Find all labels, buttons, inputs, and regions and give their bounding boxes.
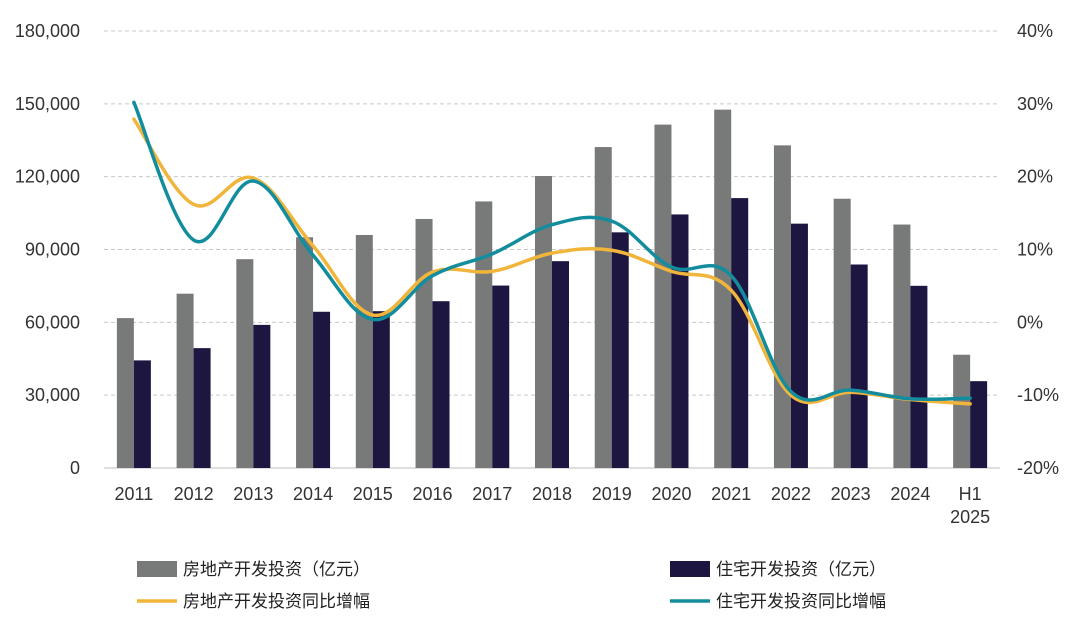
- bar-residential-investment: [253, 324, 271, 468]
- x-tick-label: 2019: [592, 484, 632, 504]
- bar-residential-investment: [970, 381, 988, 468]
- legend-label-real-estate-investment: 房地产开发投资（亿元）: [183, 560, 370, 580]
- bar-real-estate-investment: [176, 293, 194, 468]
- x-tick-label: 2014: [293, 484, 333, 504]
- bar-real-estate-investment: [116, 318, 134, 468]
- line-real-estate-growth: [132, 117, 972, 406]
- x-tick-label: 2013: [233, 484, 273, 504]
- bar-residential-investment: [671, 214, 689, 468]
- x-tick-label: 2017: [472, 484, 512, 504]
- bar-residential-investment: [372, 311, 390, 468]
- bar-residential-investment: [731, 198, 749, 468]
- bar-real-estate-investment: [355, 234, 373, 468]
- x-tick-label: 2011: [115, 484, 154, 504]
- legend-swatch-real-estate-investment: [137, 561, 177, 577]
- y-left-tick-label: 120,000: [15, 167, 80, 187]
- y-left-tick-label: 180,000: [15, 21, 80, 41]
- bar-residential-investment: [910, 285, 928, 468]
- y-right-tick-label: 30%: [1017, 94, 1053, 114]
- bar-real-estate-investment: [773, 145, 791, 468]
- y-right-tick-label: -10%: [1017, 385, 1059, 405]
- y-left-tick-label: 90,000: [25, 240, 80, 260]
- y-right-tick-label: -20%: [1017, 458, 1059, 478]
- legend-item-residential-investment: 住宅开发投资（亿元）: [670, 560, 886, 580]
- y-right-tick-label: 0%: [1017, 312, 1043, 332]
- legend-swatch-residential-investment: [670, 561, 710, 577]
- bar-real-estate-investment: [296, 237, 314, 468]
- bar-residential-investment: [133, 360, 151, 468]
- left-axis: 0 30,000 60,000 90,000 120,000 150,000 180,000: [15, 21, 80, 478]
- bar-real-estate-investment: [475, 201, 493, 468]
- y-right-tick-label: 20%: [1017, 167, 1053, 187]
- bar-real-estate-investment: [953, 354, 971, 468]
- bars: [116, 109, 988, 469]
- y-left-tick-label: 60,000: [25, 312, 80, 332]
- legend-item-residential-growth: 住宅开发投资同比增幅: [670, 592, 886, 612]
- legend-label-real-estate-growth: 房地产开发投资同比增幅: [183, 592, 370, 612]
- bar-real-estate-investment: [833, 198, 851, 468]
- bar-real-estate-investment: [893, 224, 911, 468]
- x-tick-label: 2018: [532, 484, 572, 504]
- bar-residential-investment: [492, 285, 510, 468]
- bar-residential-investment: [552, 261, 569, 468]
- legend: 房地产开发投资（亿元） 住宅开发投资（亿元） 房地产开发投资同比增幅 住宅开发投…: [137, 560, 886, 612]
- legend-item-real-estate-investment: 房地产开发投资（亿元）: [137, 560, 370, 580]
- lines: [132, 100, 972, 406]
- y-right-tick-label: 10%: [1017, 240, 1053, 260]
- x-tick-label: 2016: [413, 484, 453, 504]
- x-tick-label: 2015: [353, 484, 393, 504]
- x-tick-label: 2012: [174, 484, 214, 504]
- x-tick-label: 2023: [831, 484, 871, 504]
- bar-residential-investment: [193, 348, 211, 468]
- bar-residential-investment: [790, 223, 808, 468]
- line-residential-growth: [132, 100, 972, 402]
- x-tick-label: 2020: [651, 484, 691, 504]
- bar-real-estate-investment: [654, 124, 672, 469]
- y-left-tick-label: 150,000: [15, 94, 80, 114]
- x-tick-label: 2021: [711, 484, 751, 504]
- y-right-tick-label: 40%: [1017, 21, 1053, 41]
- bar-real-estate-investment: [714, 109, 732, 468]
- x-tick-label: 2024: [890, 484, 930, 504]
- bar-real-estate-investment: [415, 218, 433, 468]
- bar-real-estate-investment: [236, 259, 254, 468]
- bar-residential-investment: [850, 264, 868, 468]
- legend-item-real-estate-growth: 房地产开发投资同比增幅: [137, 592, 370, 612]
- x-tick-label: H1 2025: [950, 484, 990, 527]
- legend-label-residential-growth: 住宅开发投资同比增幅: [716, 592, 886, 612]
- x-tick-label: 2022: [771, 484, 811, 504]
- bar-residential-investment: [611, 232, 629, 468]
- legend-label-residential-investment: 住宅开发投资（亿元）: [716, 560, 886, 580]
- bar-real-estate-investment: [594, 147, 612, 468]
- x-axis: 2011 2012 2013 2014 2015 2016 2017 2018 2019 2020…: [115, 484, 991, 527]
- y-left-tick-label: 30,000: [25, 385, 80, 405]
- right-axis: -20% -10% 0% 10% 20% 30% 40%: [1017, 21, 1059, 478]
- bar-residential-investment: [432, 301, 450, 468]
- y-left-tick-label: 0: [70, 458, 80, 478]
- bar-residential-investment: [313, 311, 331, 468]
- bar-real-estate-investment: [535, 176, 552, 468]
